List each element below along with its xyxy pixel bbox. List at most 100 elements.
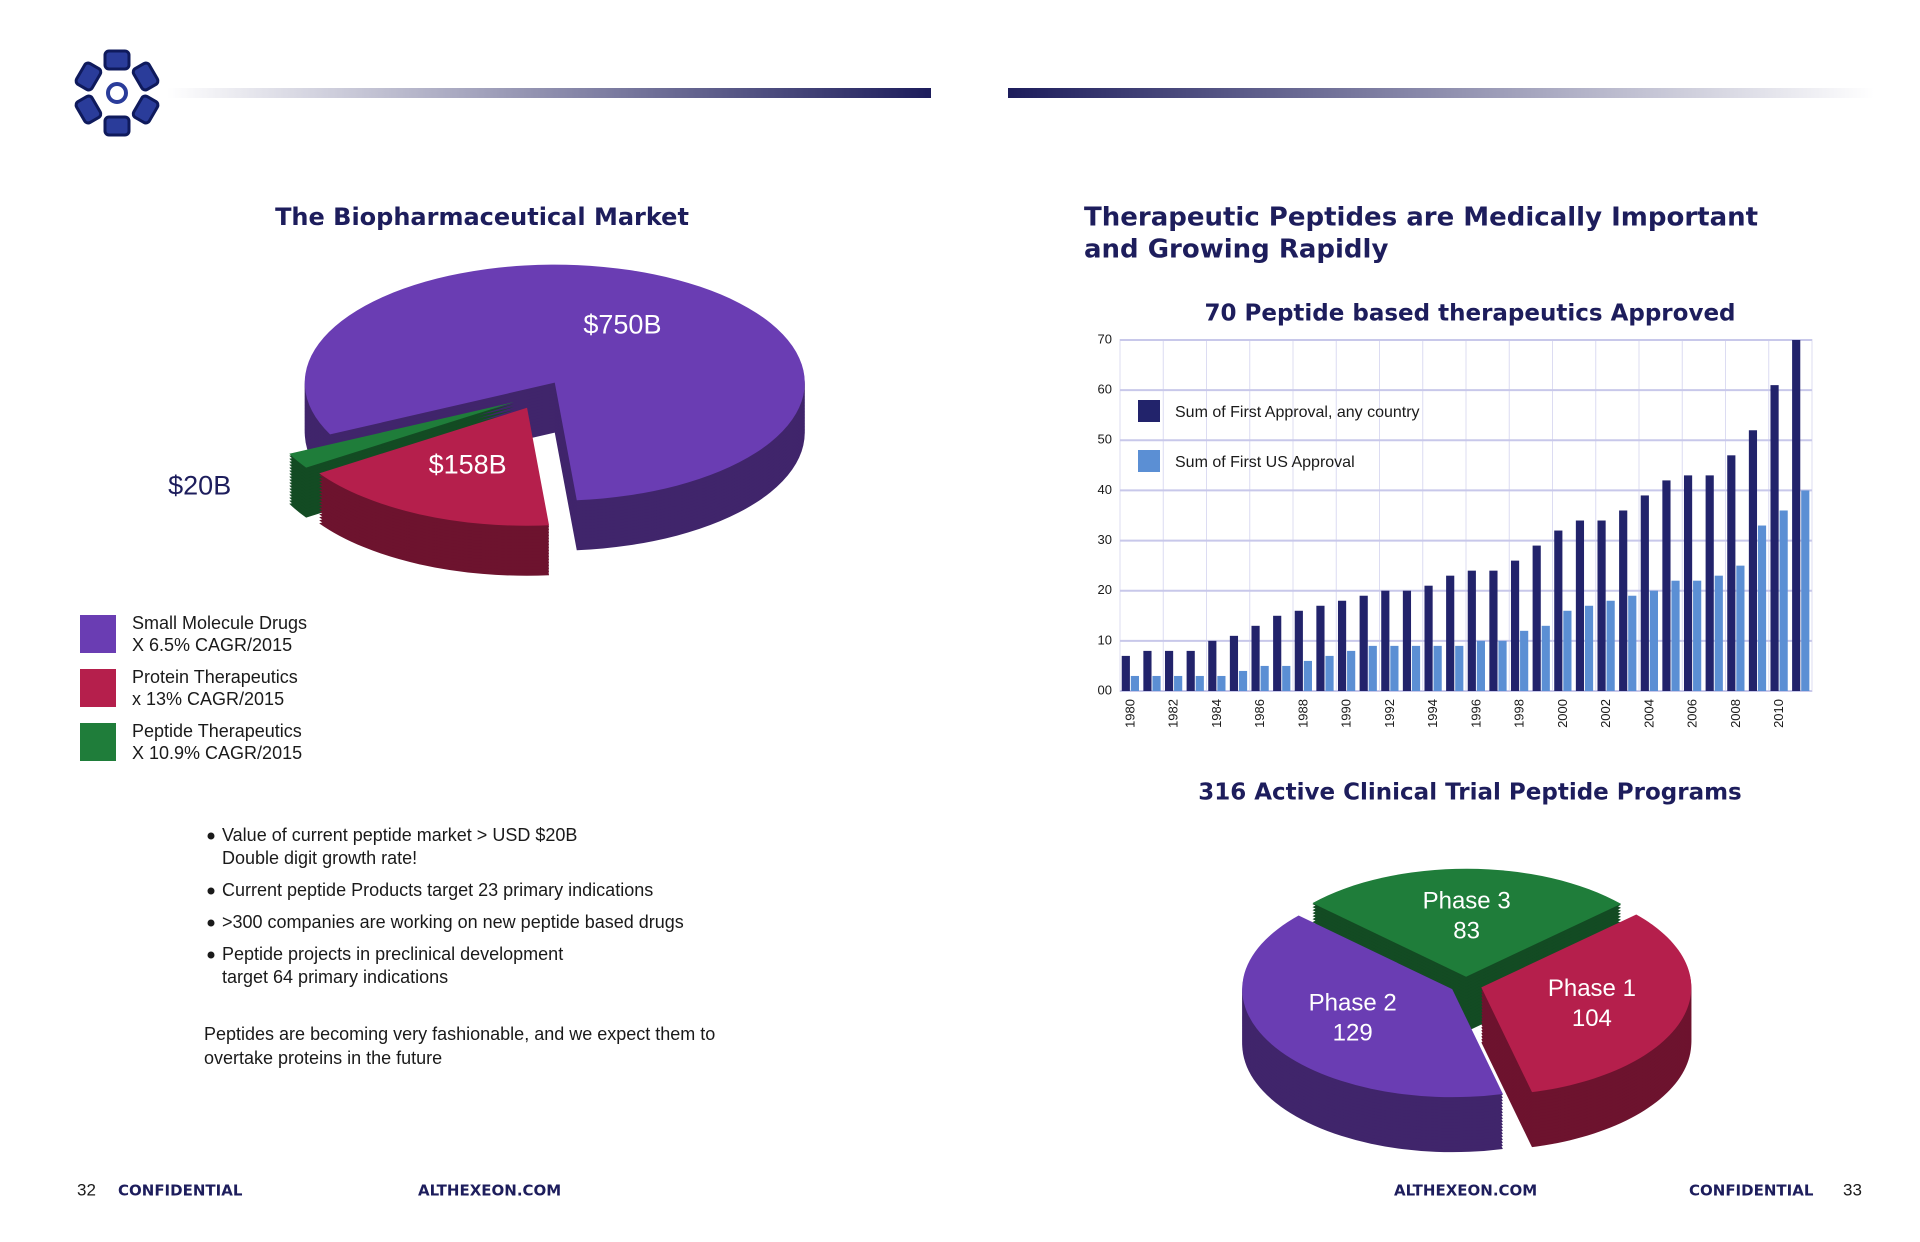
bar [1282, 665, 1291, 691]
y-tick-label: 30 [1098, 532, 1112, 547]
logo [74, 49, 160, 137]
x-tick-label: 2006 [1685, 699, 1700, 728]
bar [1683, 475, 1693, 691]
footer-site: ALTHEXEON.COM [418, 1182, 561, 1200]
bullet-text: Double digit growth rate! [222, 848, 417, 868]
bar [1446, 575, 1455, 691]
y-tick-label: 60 [1098, 382, 1112, 397]
x-tick-label: 1990 [1339, 699, 1354, 728]
chart-title: 316 Active Clinical Trial Peptide Progra… [1198, 780, 1742, 806]
footer-confidential: CONFIDENTIAL [118, 1182, 243, 1200]
data-label: $20B [168, 470, 231, 500]
chart-title: 70 Peptide based therapeutics Approved [1204, 301, 1735, 327]
bar [1520, 630, 1529, 691]
bar [1303, 660, 1312, 691]
bar [1217, 675, 1226, 691]
page-number: 33 [1843, 1180, 1862, 1199]
bar [1510, 560, 1520, 691]
bar [1455, 645, 1464, 691]
footer-confidential: CONFIDENTIAL [1689, 1182, 1814, 1200]
pie-slice [1481, 914, 1692, 1093]
x-tick-label: 1996 [1468, 699, 1483, 728]
bar [1801, 490, 1810, 691]
legend-label: Sum of First US Approval [1175, 454, 1355, 471]
x-tick-label: 1998 [1512, 699, 1527, 728]
x-tick-label: 2004 [1641, 699, 1656, 728]
bar [1649, 590, 1658, 691]
data-label: 104 [1572, 1005, 1612, 1032]
bar [1325, 655, 1334, 691]
bar [1195, 675, 1204, 691]
bar [1174, 675, 1183, 691]
x-tick-label: 1982 [1166, 699, 1181, 728]
pie-slice [1312, 868, 1622, 977]
legend-swatch [80, 669, 116, 707]
bar [1671, 580, 1680, 691]
legend-swatch [80, 723, 116, 761]
bar [1164, 650, 1174, 691]
footer-site: ALTHEXEON.COM [1394, 1182, 1537, 1200]
bar [1554, 530, 1563, 691]
bar [1152, 675, 1161, 691]
bar [1727, 455, 1736, 691]
y-tick-label: 40 [1098, 482, 1112, 497]
y-tick-label: 10 [1098, 632, 1112, 647]
y-tick-label: 50 [1098, 432, 1112, 447]
x-tick-label: 1994 [1425, 699, 1440, 728]
bar [1563, 610, 1572, 691]
bar [1143, 650, 1152, 691]
bullet-text: Value of current peptide market > USD $2… [222, 825, 577, 845]
bar [1121, 655, 1130, 691]
bar [1273, 615, 1282, 691]
bullet-text: Peptide projects in preclinical developm… [222, 944, 563, 964]
header-rule [167, 88, 931, 98]
legend-swatch [80, 615, 116, 653]
bar [1476, 640, 1485, 691]
bar [1640, 495, 1649, 691]
legend-note: X 6.5% CAGR/2015 [132, 635, 292, 655]
bar [1229, 635, 1239, 691]
pie-slice [319, 407, 550, 526]
legend-swatch [1138, 450, 1160, 472]
x-tick-label: 1988 [1295, 699, 1310, 728]
bar [1238, 670, 1248, 691]
bar [1597, 520, 1606, 691]
bar [1779, 510, 1788, 691]
page-number: 32 [77, 1180, 96, 1199]
closing-text: Peptides are becoming very fashionable, … [204, 1024, 715, 1044]
bar [1251, 625, 1260, 691]
pie-slice [289, 402, 514, 468]
bar [1381, 590, 1390, 691]
bar [1541, 625, 1550, 691]
bar [1294, 610, 1303, 691]
bar [1693, 580, 1702, 691]
bar [1208, 640, 1217, 691]
x-tick-label: 2002 [1598, 699, 1613, 728]
page-heading: Therapeutic Peptides are Medically Impor… [1084, 203, 1758, 233]
bullet-dot [207, 951, 215, 959]
legend-label: Sum of First Approval, any country [1175, 404, 1420, 421]
y-tick-label: 00 [1098, 682, 1112, 697]
closing-text: overtake proteins in the future [204, 1048, 442, 1068]
legend-note: X 10.9% CAGR/2015 [132, 743, 302, 763]
legend-label: Protein Therapeutics [132, 667, 298, 687]
bar [1748, 430, 1758, 691]
bullet-text: target 64 primary indications [222, 967, 448, 987]
pie-slice [304, 264, 805, 501]
chart-title: The Biopharmaceutical Market [275, 203, 689, 231]
y-tick-label: 70 [1098, 331, 1112, 346]
bar [1606, 600, 1615, 691]
bar [1316, 605, 1325, 691]
legend-note: x 13% CAGR/2015 [132, 689, 284, 709]
x-tick-label: 1992 [1382, 699, 1397, 728]
x-tick-label: 2008 [1728, 699, 1743, 728]
data-label: 129 [1333, 1020, 1373, 1047]
bar [1705, 475, 1714, 691]
slice-label: Phase 2 [1309, 990, 1397, 1017]
bar [1770, 385, 1779, 691]
bar [1662, 480, 1671, 691]
bar [1714, 575, 1723, 691]
bar [1498, 640, 1507, 691]
